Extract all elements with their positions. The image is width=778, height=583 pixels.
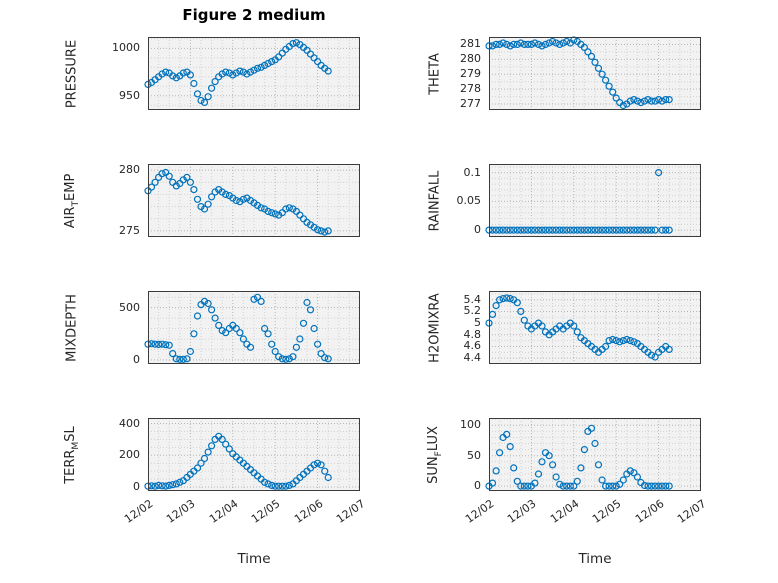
y-tick-label: 281 [460, 37, 481, 51]
y-tick-label: 0 [474, 479, 481, 493]
y-tick-label: 5.2 [463, 304, 482, 318]
subplot-terr-msl: TERRMSL 0 200 400 12/02 12/03 12/04 12/05 12/06 1… [63, 417, 367, 526]
y-tick-label: 0.1 [463, 165, 482, 179]
y-tick-label: 277 [460, 97, 481, 111]
ylabel-terr-msl: TERRMSL [63, 425, 81, 484]
plot-area-theta [485, 36, 701, 110]
y-tick-label: 280 [460, 52, 481, 66]
subplot-sun-flux: SUNFLUX 0 50 100 12/02 12/03 12/04 12/05 12/06 12… [426, 418, 708, 526]
y-tick-label: 0 [474, 223, 481, 237]
subplot-pressure: PRESSURE 950 1000 [65, 37, 360, 110]
y-tick-label: 4.8 [463, 327, 482, 341]
y-tick-label: 0 [133, 352, 140, 366]
ylabel-air-temp: AIRTEMP [63, 173, 81, 228]
y-tick-label: 278 [460, 82, 481, 96]
plot-area-terr-msl [144, 418, 360, 491]
y-tick-label: 50 [467, 448, 481, 462]
xlabel-time-left: Time [237, 551, 271, 567]
y-tick-label: 100 [460, 418, 481, 432]
subplot-air-temp: AIRTEMP 275 280 [63, 163, 360, 237]
y-tick-label: 4.4 [463, 351, 482, 365]
plot-area-air-temp [144, 164, 360, 237]
xlabel-time-right: Time [578, 551, 612, 567]
data-points-h2omixra [485, 294, 673, 361]
data-points-theta [485, 36, 673, 110]
y-tick-label: 275 [119, 223, 140, 237]
y-tick-label: 5.4 [463, 292, 482, 306]
y-tick-label: 950 [119, 88, 140, 102]
y-tick-label: 0 [133, 480, 140, 494]
y-tick-label: 500 [119, 300, 140, 314]
plot-area-pressure [144, 37, 360, 110]
y-tick-label: 1000 [112, 41, 140, 55]
ylabel-mixdepth: MIXDEPTH [64, 293, 80, 362]
plot-area-rainfall [485, 164, 701, 237]
figure-title: Figure 2 medium [182, 6, 326, 24]
y-tick-label: 4.6 [463, 339, 482, 353]
plot-area-mixdepth [144, 291, 360, 364]
ylabel-pressure: PRESSURE [64, 39, 80, 108]
y-tick-label: 200 [119, 448, 140, 462]
data-points-pressure [144, 39, 332, 107]
plot-area-sun-flux [485, 418, 701, 491]
subplot-rainfall: RAINFALL 0 0.05 0.1 [428, 164, 701, 237]
y-tick-label: 279 [460, 67, 481, 81]
data-points-rainfall [485, 169, 673, 234]
y-tick-label: 5 [474, 316, 481, 330]
data-points-mixdepth [144, 293, 332, 363]
subplot-theta: THETA 277 278 279 280 281 [428, 36, 701, 110]
subplot-mixdepth: MIXDEPTH 0 500 [65, 291, 360, 366]
y-tick-label: 0.05 [456, 194, 482, 208]
y-tick-label: 280 [119, 163, 140, 177]
subplot-h2omixra: H2OMIXRA 4.4 4.6 4.8 5 5.2 5.4 [428, 291, 701, 364]
plot-area-h2omixra [485, 291, 701, 364]
y-tick-label: 400 [119, 416, 140, 430]
data-points-sun-flux [485, 424, 673, 490]
data-points-air-temp [144, 168, 332, 236]
